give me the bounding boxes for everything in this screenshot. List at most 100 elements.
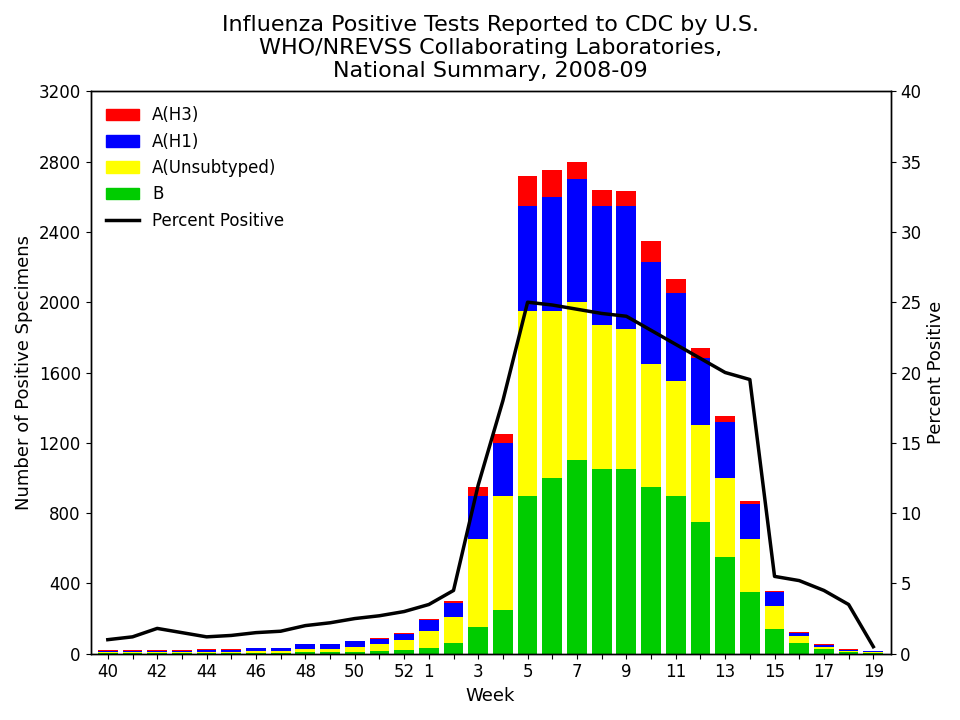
Bar: [172, 652, 192, 653]
Percent Positive: [620, 312, 632, 320]
Bar: [468, 627, 488, 654]
Bar: [740, 504, 759, 539]
Bar: [666, 382, 685, 495]
Bar: [468, 495, 488, 539]
Bar: [814, 647, 834, 649]
Bar: [197, 649, 216, 650]
Bar: [740, 539, 759, 593]
Bar: [715, 557, 735, 654]
Percent Positive: [176, 629, 187, 637]
Percent Positive: [670, 340, 682, 348]
Y-axis label: Percent Positive: Percent Positive: [927, 301, 945, 444]
Bar: [493, 443, 513, 495]
Percent Positive: [300, 621, 311, 630]
Bar: [395, 634, 414, 639]
Percent Positive: [275, 627, 286, 636]
Bar: [517, 311, 538, 495]
Bar: [641, 240, 660, 262]
Legend: A(H3), A(H1), A(Unsubtyped), B, Percent Positive: A(H3), A(H1), A(Unsubtyped), B, Percent …: [99, 99, 291, 236]
Percent Positive: [695, 354, 707, 363]
Bar: [765, 593, 784, 606]
Bar: [395, 639, 414, 650]
Bar: [395, 650, 414, 654]
Percent Positive: [546, 301, 558, 310]
Bar: [542, 171, 563, 197]
Bar: [591, 189, 612, 205]
Bar: [765, 606, 784, 629]
X-axis label: Week: Week: [466, 687, 516, 705]
Bar: [419, 649, 439, 654]
Bar: [715, 478, 735, 557]
Percent Positive: [769, 572, 780, 581]
Bar: [296, 649, 315, 652]
Bar: [246, 649, 266, 651]
Bar: [419, 618, 439, 621]
Bar: [296, 644, 315, 649]
Bar: [789, 631, 809, 633]
Bar: [567, 302, 587, 460]
Bar: [98, 652, 118, 653]
Bar: [468, 539, 488, 627]
Y-axis label: Number of Positive Specimens: Number of Positive Specimens: [15, 235, 33, 510]
Bar: [419, 621, 439, 631]
Bar: [814, 649, 834, 654]
Bar: [468, 487, 488, 495]
Bar: [222, 650, 241, 652]
Percent Positive: [719, 368, 731, 377]
Bar: [740, 593, 759, 654]
Bar: [863, 651, 883, 652]
Bar: [616, 328, 636, 469]
Bar: [419, 631, 439, 649]
Bar: [567, 179, 587, 302]
Bar: [690, 348, 710, 359]
Bar: [740, 501, 759, 504]
Bar: [444, 603, 464, 617]
Bar: [345, 647, 365, 652]
Bar: [839, 649, 858, 651]
Percent Positive: [373, 611, 385, 620]
Bar: [370, 644, 390, 651]
Bar: [666, 279, 685, 294]
Bar: [444, 617, 464, 643]
Percent Positive: [596, 309, 608, 318]
Bar: [789, 636, 809, 643]
Bar: [814, 644, 834, 645]
Percent Positive: [522, 298, 534, 307]
Percent Positive: [794, 576, 805, 585]
Percent Positive: [127, 633, 138, 642]
Bar: [641, 487, 660, 654]
Bar: [863, 653, 883, 654]
Bar: [321, 652, 340, 654]
Bar: [715, 416, 735, 422]
Bar: [765, 591, 784, 593]
Bar: [542, 478, 563, 654]
Line: Percent Positive: Percent Positive: [108, 302, 874, 647]
Bar: [641, 262, 660, 364]
Bar: [542, 311, 563, 478]
Bar: [616, 469, 636, 654]
Bar: [271, 649, 291, 651]
Bar: [517, 495, 538, 654]
Bar: [345, 642, 365, 647]
Bar: [690, 359, 710, 426]
Bar: [123, 652, 142, 653]
Percent Positive: [497, 396, 509, 405]
Bar: [370, 638, 390, 639]
Bar: [321, 644, 340, 649]
Bar: [444, 643, 464, 654]
Percent Positive: [447, 586, 459, 595]
Bar: [789, 643, 809, 654]
Bar: [246, 651, 266, 653]
Bar: [197, 652, 216, 653]
Bar: [567, 460, 587, 654]
Percent Positive: [201, 633, 212, 642]
Bar: [222, 652, 241, 653]
Percent Positive: [472, 481, 484, 490]
Percent Positive: [349, 614, 361, 623]
Bar: [197, 650, 216, 652]
Bar: [715, 422, 735, 478]
Bar: [666, 294, 685, 382]
Bar: [591, 469, 612, 654]
Percent Positive: [744, 375, 756, 384]
Percent Positive: [818, 586, 829, 595]
